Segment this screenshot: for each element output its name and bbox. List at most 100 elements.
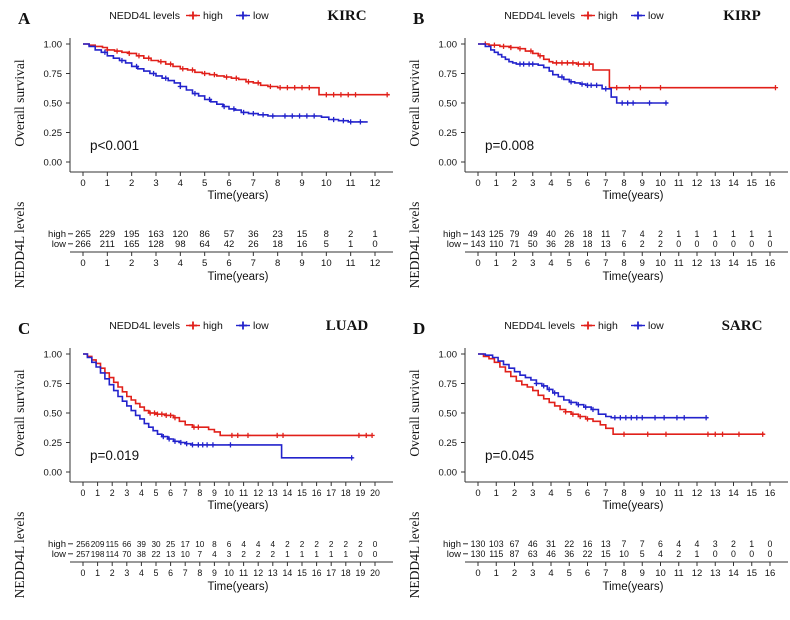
risk-tick-label: 12 [692, 568, 703, 579]
x-tick-label: 3 [530, 488, 535, 499]
x-tick-label: 11 [239, 488, 248, 498]
x-tick-label: 8 [621, 488, 626, 499]
risk-count-low: 0 [676, 239, 681, 249]
x-tick-label: 20 [370, 488, 380, 498]
risk-tick-label: 1 [105, 258, 110, 269]
risk-tick-label: 3 [530, 258, 535, 269]
x-tick-label: 12 [692, 178, 703, 189]
x-tick-label: 4 [548, 488, 553, 499]
risk-tick-label: 8 [197, 568, 202, 578]
risk-count-high: 130 [471, 539, 486, 549]
y-tick-label: 1.00 [439, 350, 458, 361]
risk-row-label-high: high [48, 229, 66, 240]
risk-count-low: 13 [166, 550, 176, 559]
risk-count-high: 1 [749, 539, 754, 549]
x-tick-label: 14 [728, 178, 739, 189]
x-tick-label: 16 [765, 178, 776, 189]
x-tick-label: 3 [153, 178, 158, 189]
risk-table-axis-label: NEDD4L levels [12, 202, 27, 289]
y-tick-label: 0.50 [44, 99, 63, 110]
x-tick-label: 0 [475, 488, 480, 499]
risk-count-high: 2 [658, 229, 663, 239]
risk-tick-label: 16 [765, 568, 776, 579]
risk-tick-label: 6 [168, 568, 173, 578]
risk-count-low: 211 [100, 239, 115, 250]
y-tick-label: 0.50 [44, 409, 63, 420]
risk-count-low: 1 [314, 550, 319, 559]
risk-count-high: 4 [271, 540, 276, 549]
risk-count-high: 2 [329, 540, 334, 549]
x-tick-label: 7 [603, 178, 608, 189]
km-curve-low [478, 43, 668, 104]
risk-tick-label: 8 [621, 258, 626, 269]
panel-letter: C [18, 319, 30, 338]
legend-low-label: low [648, 10, 664, 22]
risk-count-high: 17 [181, 540, 191, 549]
km-plot-C: C NEDD4L levels high low LUAD0.000.250.500.7… [12, 318, 393, 598]
risk-count-low: 98 [175, 239, 186, 250]
risk-tick-label: 5 [567, 568, 572, 579]
risk-count-low: 115 [489, 549, 503, 559]
y-tick-label: 0.50 [439, 409, 458, 420]
panel-letter: A [18, 9, 31, 28]
risk-count-low: 257 [76, 550, 90, 559]
risk-count-low: 70 [122, 550, 132, 559]
risk-count-low: 18 [272, 239, 283, 250]
risk-tick-label: 10 [224, 568, 234, 578]
x-tick-label: 1 [105, 178, 110, 189]
risk-count-low: 13 [601, 239, 611, 249]
risk-tick-label: 1 [494, 258, 499, 269]
risk-count-low: 2 [658, 239, 663, 249]
risk-count-high: 2 [314, 540, 319, 549]
risk-row-label-high: high [48, 539, 66, 550]
risk-count-high: 4 [676, 539, 681, 549]
risk-count-low: 0 [358, 550, 363, 559]
risk-count-high: 115 [106, 540, 119, 549]
risk-count-low: 0 [731, 549, 736, 559]
risk-count-low: 2 [640, 239, 645, 249]
risk-tick-label: 5 [567, 258, 572, 269]
risk-count-high: 36 [248, 229, 259, 240]
risk-tick-label: 16 [765, 258, 776, 269]
km-plot-D: D NEDD4L levels high low SARC0.000.250.500.7… [407, 318, 788, 599]
x-tick-label: 3 [124, 488, 129, 498]
x-tick-label: 3 [530, 178, 535, 189]
risk-count-high: 1 [695, 229, 700, 239]
km-curve-high [83, 353, 373, 437]
risk-count-high: 2 [285, 540, 290, 549]
risk-count-high: 143 [471, 229, 486, 239]
risk-tick-label: 15 [746, 258, 757, 269]
risk-tick-label: 7 [251, 258, 256, 269]
risk-count-high: 7 [622, 229, 627, 239]
risk-tick-label: 11 [674, 568, 684, 579]
risk-count-low: 130 [471, 549, 486, 559]
y-tick-label: 0.25 [439, 128, 458, 139]
risk-axis-title: Time(years) [603, 581, 664, 593]
risk-table-axis-label: NEDD4L levels [407, 512, 422, 599]
risk-count-low: 1 [329, 550, 334, 559]
y-axis-label: Overall survival [12, 59, 27, 147]
panel-D: D NEDD4L levels high low SARC 0.00 0.25 0.50 0.7… [395, 310, 790, 620]
panel-letter: B [413, 9, 424, 28]
risk-count-high: 8 [212, 540, 217, 549]
risk-count-high: 10 [195, 540, 205, 549]
risk-tick-label: 15 [746, 568, 757, 579]
risk-count-low: 64 [199, 239, 210, 250]
x-tick-label: 4 [178, 178, 183, 189]
risk-count-high: 209 [91, 540, 105, 549]
risk-count-high: 265 [75, 229, 91, 240]
x-tick-label: 8 [275, 178, 280, 189]
risk-tick-label: 15 [297, 568, 307, 578]
km-curve-low [83, 43, 368, 123]
x-tick-label: 15 [746, 488, 757, 499]
risk-count-low: 18 [583, 239, 593, 249]
risk-count-high: 229 [99, 229, 115, 240]
risk-count-low: 87 [510, 549, 520, 559]
x-tick-label: 7 [251, 178, 256, 189]
x-tick-label: 10 [655, 178, 666, 189]
risk-tick-label: 11 [239, 568, 248, 578]
x-tick-label: 4 [548, 178, 553, 189]
risk-tick-label: 2 [512, 568, 517, 579]
x-tick-label: 10 [321, 178, 332, 189]
risk-table-axis-label: NEDD4L levels [407, 202, 422, 289]
